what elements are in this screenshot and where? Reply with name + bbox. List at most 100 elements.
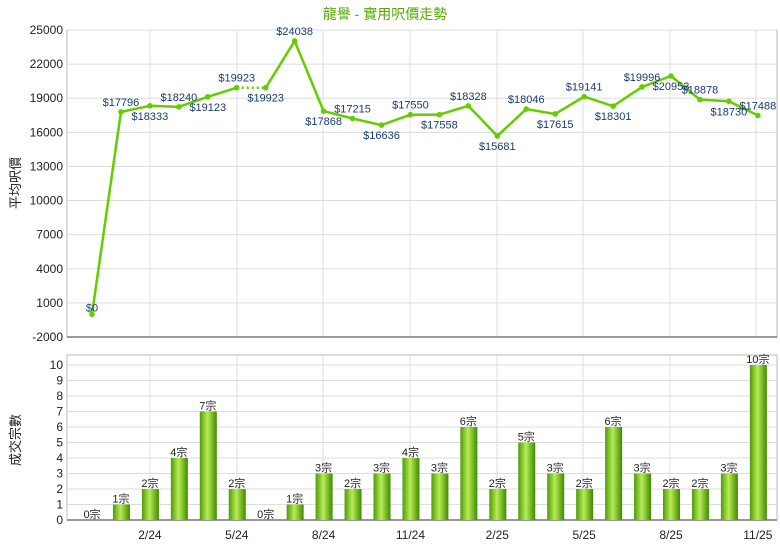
data-label: $18046	[508, 94, 545, 106]
bar[interactable]	[547, 473, 565, 521]
line-segment	[612, 85, 643, 108]
line-segment	[352, 117, 382, 127]
bottom-y-axis-label: 成交宗數	[8, 414, 23, 466]
data-label: $17215	[334, 104, 371, 116]
data-point[interactable]	[494, 133, 501, 139]
data-point[interactable]	[436, 111, 443, 118]
line-segment	[207, 86, 238, 99]
x-tick-label: 11/24	[396, 528, 425, 542]
bar-label: 2宗	[576, 476, 593, 490]
data-point[interactable]	[465, 103, 472, 109]
data-label: $15681	[479, 141, 516, 153]
data-point[interactable]	[726, 98, 732, 105]
bar-label: 2宗	[489, 476, 506, 490]
line-segment	[149, 104, 179, 109]
data-point[interactable]	[320, 108, 327, 114]
line-segment	[90, 111, 123, 315]
data-point[interactable]	[349, 115, 356, 122]
x-tick-label: 11/25	[743, 528, 772, 542]
data-point[interactable]	[147, 103, 153, 109]
bar-label: 2宗	[662, 476, 679, 490]
data-label: $20953	[653, 81, 690, 93]
bar-label: 3宗	[547, 461, 564, 475]
x-tick-label: 2/25	[486, 528, 510, 542]
line-segment	[670, 75, 701, 101]
data-label: $18328	[450, 91, 487, 103]
data-point[interactable]	[697, 96, 703, 103]
bar-label: 2宗	[141, 476, 158, 490]
data-point[interactable]	[262, 84, 269, 91]
bottom-y-tick-label: 9	[56, 374, 63, 388]
bar[interactable]	[663, 489, 680, 520]
bar-label: 3宗	[431, 461, 448, 475]
bar[interactable]	[112, 504, 130, 521]
bar[interactable]	[170, 458, 188, 520]
bar[interactable]	[576, 489, 594, 520]
bar[interactable]	[431, 473, 449, 521]
data-point[interactable]	[205, 94, 211, 100]
bar-label: 1宗	[112, 492, 129, 506]
bar[interactable]	[199, 411, 217, 521]
bar[interactable]	[749, 365, 767, 520]
bar[interactable]	[228, 489, 246, 520]
data-point[interactable]	[89, 311, 95, 318]
bar[interactable]	[286, 504, 304, 521]
bar[interactable]	[344, 489, 362, 520]
data-point[interactable]	[755, 112, 761, 119]
top-y-tick-label: 22000	[30, 57, 64, 71]
bottom-y-tick-label: 3	[56, 467, 63, 481]
top-y-tick-label: 13000	[30, 159, 64, 173]
data-point[interactable]	[176, 104, 182, 110]
bar-label: 3宗	[373, 461, 390, 475]
bar[interactable]	[720, 473, 738, 521]
bar-label: 3宗	[315, 461, 332, 475]
line-segment	[120, 104, 151, 114]
top-y-tick-label: 10000	[30, 194, 64, 208]
line-segment	[323, 109, 353, 120]
line-segment	[641, 74, 672, 89]
data-label: $19923	[218, 73, 255, 85]
bar-label: 0宗	[83, 507, 100, 521]
data-label: $17488	[739, 100, 776, 112]
data-point[interactable]	[233, 84, 240, 91]
bar[interactable]	[141, 489, 159, 520]
bar[interactable]	[373, 473, 391, 521]
x-tick-label: 5/25	[572, 528, 596, 542]
bar[interactable]	[605, 427, 623, 520]
bar[interactable]	[634, 473, 652, 521]
line-segment	[293, 40, 325, 112]
data-label: $24038	[276, 26, 313, 38]
top-y-tick-label: 1000	[36, 296, 63, 310]
data-point[interactable]	[668, 73, 674, 79]
bar[interactable]	[402, 458, 420, 520]
data-point[interactable]	[407, 111, 414, 118]
data-point[interactable]	[610, 103, 616, 109]
bar-label: 7宗	[199, 399, 216, 413]
bar[interactable]	[489, 489, 507, 520]
bar[interactable]	[691, 489, 709, 520]
data-label: $18333	[132, 111, 169, 123]
bar[interactable]	[518, 442, 536, 521]
bar-label: 2宗	[691, 476, 708, 490]
data-label: $0	[86, 302, 98, 314]
line-segment	[554, 95, 585, 116]
data-label: $19141	[566, 82, 603, 94]
data-label: $17558	[421, 120, 458, 132]
data-point[interactable]	[291, 38, 298, 44]
top-y-tick-label: 16000	[30, 125, 64, 139]
top-y-tick-label: 4000	[36, 262, 63, 276]
data-point[interactable]	[523, 106, 530, 112]
bar-label: 1宗	[286, 492, 303, 506]
bar-label: 3宗	[633, 461, 650, 475]
bar-label: 6宗	[605, 414, 622, 428]
bar[interactable]	[315, 473, 333, 521]
top-y-tick-label: 7000	[36, 228, 63, 242]
data-label: $19996	[624, 72, 661, 84]
data-point[interactable]	[581, 93, 587, 100]
bottom-y-tick-label: 8	[56, 389, 63, 403]
bar[interactable]	[460, 427, 478, 520]
data-point[interactable]	[118, 109, 124, 115]
data-point[interactable]	[552, 111, 558, 117]
data-point[interactable]	[378, 122, 385, 128]
data-point[interactable]	[639, 84, 645, 90]
